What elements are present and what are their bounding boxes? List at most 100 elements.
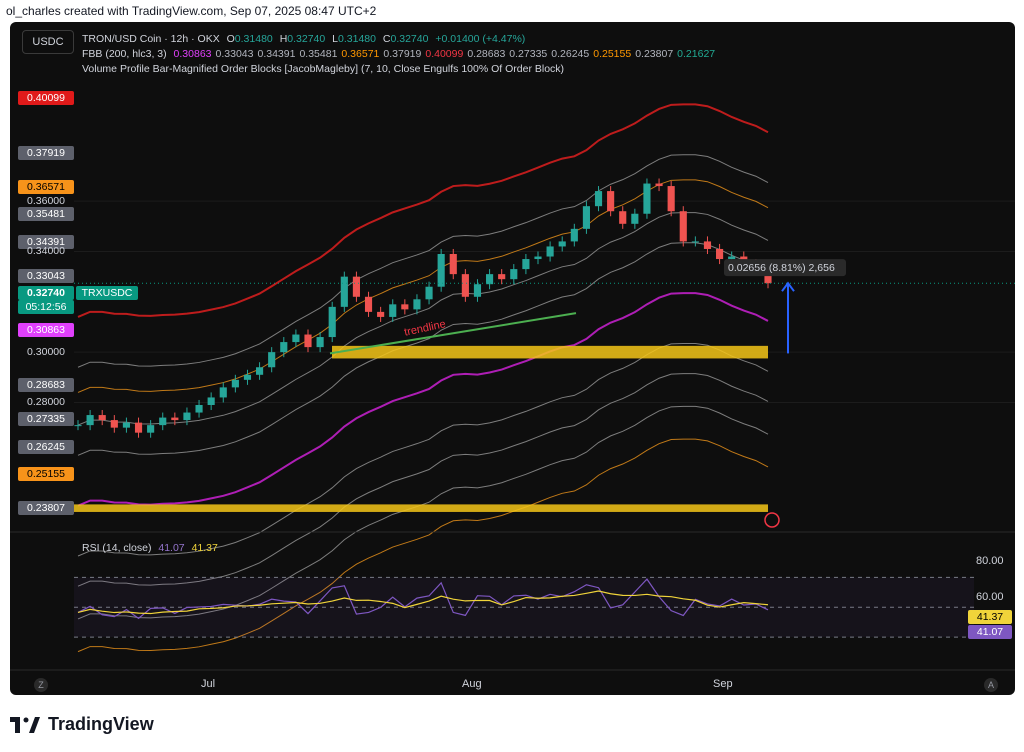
fbb-value: 0.25155	[593, 48, 632, 60]
candle-body	[546, 246, 554, 257]
price-label: 0.26245	[18, 439, 74, 454]
fbb-band	[77, 342, 769, 557]
candle-body	[98, 415, 106, 421]
fbb-value: 0.40099	[425, 48, 464, 60]
price-label: 0.35481	[18, 207, 74, 222]
price-label: 0.28000	[27, 396, 65, 409]
fbb-value: 0.33043	[215, 48, 254, 60]
price-label: 0.33043	[18, 268, 74, 283]
candle-body	[401, 304, 409, 310]
fbb-band	[77, 154, 769, 368]
fbb-basis-line	[77, 292, 769, 507]
price-label: 0.30000	[27, 346, 65, 359]
candle-body	[219, 387, 227, 398]
rsi-ma-label: 41.37	[968, 610, 1012, 624]
candle-body	[679, 211, 687, 242]
legend-high: H0.32740	[279, 33, 326, 45]
candle-body	[122, 422, 130, 428]
candle-body	[449, 254, 457, 275]
candle-body	[243, 374, 252, 380]
candle-body	[619, 211, 627, 224]
fbb-value: 0.23807	[635, 48, 674, 60]
legend-title: TRON/USD Coin · 12h · OKX	[82, 33, 220, 45]
candle-body	[292, 334, 300, 343]
time-tick-sep: Sep	[713, 678, 733, 690]
candle-body	[159, 417, 167, 426]
candle-body	[171, 417, 179, 421]
candle-body	[86, 415, 94, 426]
price-label: 0.25155	[18, 467, 74, 482]
rsi-value-label: 41.07	[968, 625, 1012, 639]
candle-body	[498, 274, 506, 280]
candle-body	[328, 306, 336, 338]
candle-body	[703, 241, 712, 249]
candle-body	[280, 342, 288, 353]
price-label: 0.23807	[18, 501, 74, 515]
trendline	[329, 312, 577, 355]
order-block-zone	[74, 504, 768, 512]
fbb-upper-band	[77, 103, 769, 318]
candle-body	[510, 269, 518, 280]
candle-body	[691, 241, 699, 243]
fbb-value: 0.37919	[383, 48, 422, 60]
candle-body	[147, 425, 155, 433]
legend-volume-profile: Volume Profile Bar-Magnified Order Block…	[82, 63, 565, 75]
fbb-value: 0.26245	[551, 48, 590, 60]
legend-low: L0.31480	[332, 33, 376, 45]
rsi-ma-line	[77, 590, 769, 615]
candle-body	[655, 183, 663, 187]
fbb-value: 0.36571	[341, 48, 380, 60]
alert-lightning-icon	[764, 512, 780, 528]
candle-body	[631, 213, 639, 224]
candle-body	[667, 186, 675, 212]
rsi-legend-ma: 41.37	[191, 542, 218, 554]
price-label: 0.34000	[27, 245, 65, 258]
countdown-label: 05:12:56	[18, 300, 74, 314]
fbb-value: 0.30863	[173, 48, 212, 60]
price-label: 0.28683	[18, 378, 74, 393]
fbb-value: 0.35481	[299, 48, 338, 60]
candle-body	[522, 259, 530, 270]
price-label: 0.34391	[18, 234, 74, 249]
legend-open: O0.31480	[226, 33, 273, 45]
candle-body	[316, 337, 324, 348]
fbb-band	[77, 212, 769, 426]
rsi-title: RSI (14, close)	[82, 542, 152, 554]
candle-body	[183, 412, 191, 421]
time-tick-jul: Jul	[201, 678, 216, 690]
current-price-label: 0.32740	[18, 286, 74, 300]
brand-name: TradingView	[48, 714, 154, 734]
time-tick-aug: Aug	[462, 678, 482, 690]
fbb-orange-band	[77, 179, 769, 393]
tradingview-logo-icon	[10, 716, 40, 733]
measure-label: 0.02656 (8.81%) 2,656	[728, 262, 835, 274]
chart-panel[interactable]: trendline 0.02656 (8.81%) 2,656 USDC TRON…	[10, 22, 1015, 695]
legend-fbb: FBB (200, hlc3, 3) 0.30863 0.33043 0.34391…	[82, 48, 719, 60]
fbb-value: 0.28683	[467, 48, 506, 60]
tradingview-brand: TradingView	[10, 714, 154, 735]
fbb-band	[77, 242, 769, 456]
price-label: 0.36571	[18, 179, 74, 194]
candle-body	[304, 334, 312, 348]
candle-body	[473, 284, 482, 297]
rsi-line	[77, 578, 769, 620]
rsi-level-80: 80.00	[976, 555, 1004, 567]
fbb-orange-band	[77, 438, 769, 653]
candle-body	[728, 256, 736, 260]
order-block-zone	[332, 345, 768, 359]
timezone-button[interactable]: Z	[34, 678, 48, 692]
price-label: 0.37919	[18, 145, 74, 160]
measure-label-bg	[724, 259, 846, 277]
candle-body	[364, 296, 373, 312]
symbol-button[interactable]: USDC	[22, 30, 74, 54]
candle-body	[594, 191, 603, 207]
candle-body	[256, 367, 264, 375]
candle-body	[425, 286, 433, 300]
candle-body	[268, 352, 276, 368]
auto-scale-button[interactable]: A	[984, 678, 998, 692]
fbb-value: 0.21627	[677, 48, 716, 60]
candle-body	[643, 183, 651, 214]
rsi-level-60: 60.00	[976, 591, 1004, 603]
fbb-value: 0.34391	[257, 48, 296, 60]
